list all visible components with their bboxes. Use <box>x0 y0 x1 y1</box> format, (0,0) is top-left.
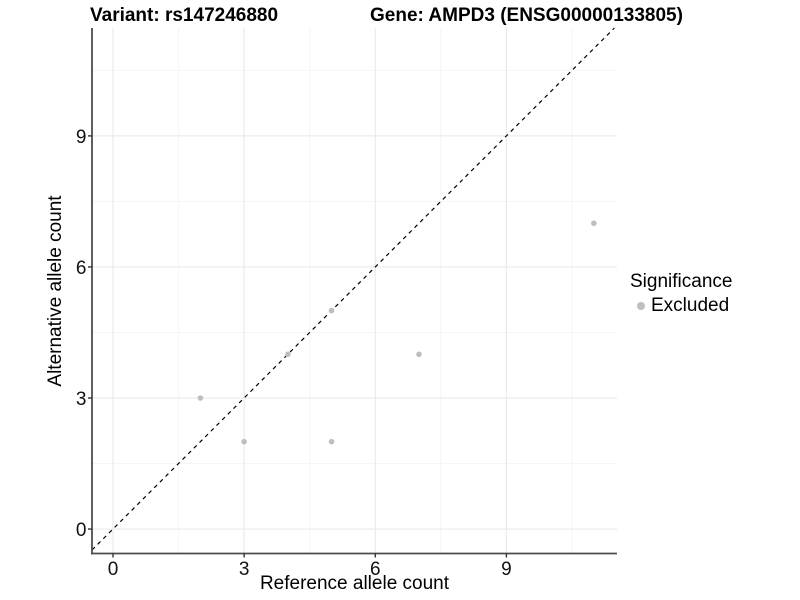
x-tick-label: 3 <box>239 559 250 580</box>
data-point <box>197 395 204 401</box>
y-tick-label: 6 <box>76 258 87 279</box>
data-point <box>241 438 247 445</box>
data-point <box>416 351 422 358</box>
legend-item-excluded: Excluded <box>630 295 732 317</box>
data-point <box>591 220 597 227</box>
y-axis-title: Alternative allele count <box>45 195 66 387</box>
data-point <box>328 438 335 445</box>
y-tick-label: 3 <box>76 389 87 410</box>
data-point <box>285 351 291 358</box>
identity-line <box>91 27 615 551</box>
legend-title: Significance <box>630 271 733 292</box>
x-tick-label: 9 <box>501 559 512 580</box>
y-tick-label: 9 <box>76 127 87 148</box>
legend-point-icon <box>637 302 645 310</box>
legend: Significance Excluded <box>630 271 732 317</box>
plot-title-gene: Gene: AMPD3 (ENSG00000133805) <box>370 5 683 26</box>
x-axis-title: Reference allele count <box>259 573 450 594</box>
legend-item-label: Excluded <box>651 295 730 316</box>
y-tick-label: 0 <box>76 520 87 541</box>
plot-title-variant: Variant: rs147246880 <box>90 5 279 26</box>
x-tick-label: 6 <box>370 559 381 580</box>
data-point <box>328 307 335 314</box>
x-tick-label: 0 <box>108 559 119 580</box>
